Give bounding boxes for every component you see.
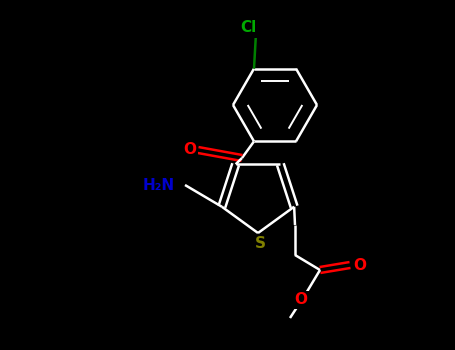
- Text: S: S: [254, 236, 266, 251]
- Text: O: O: [183, 142, 197, 158]
- Text: H₂N: H₂N: [143, 177, 175, 192]
- Text: O: O: [294, 293, 308, 308]
- Text: Cl: Cl: [240, 21, 256, 35]
- Text: O: O: [354, 258, 366, 273]
